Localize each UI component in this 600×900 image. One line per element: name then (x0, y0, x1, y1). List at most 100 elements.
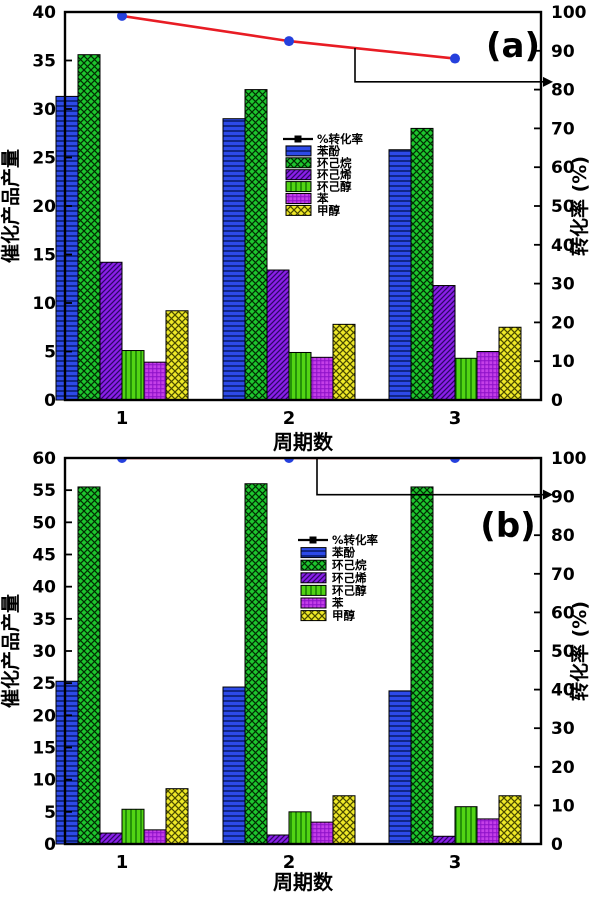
y-left-tick-label: 40 (32, 578, 56, 598)
y-left-tick-label: 20 (32, 706, 56, 726)
x-tick-label: 3 (449, 408, 462, 429)
y-right-tick-label: 20 (551, 313, 575, 333)
x-tick-label: 2 (283, 852, 296, 873)
legend-swatch-cyclohexane (300, 559, 327, 571)
legend-swatch-benzene (285, 193, 312, 204)
bar-cyclohexene-cycle1 (99, 832, 123, 845)
bar-benzene-cycle1 (143, 829, 167, 845)
y-right-tick-label: 40 (551, 236, 575, 256)
panel-label: (a) (486, 26, 540, 66)
bar-phenol-cycle3 (388, 149, 412, 401)
y-right-tick-label: 90 (551, 488, 575, 508)
y-right-axis-title: 转化率 (%) (568, 156, 591, 256)
y-right-tick-label: 100 (551, 3, 587, 23)
bar-phenol-cycle2 (222, 686, 246, 845)
legend-label-phenol: 苯酚 (316, 144, 340, 158)
x-tick-label: 1 (116, 408, 129, 429)
bar-benzene-cycle3 (476, 818, 500, 845)
bar-cyclohexene-cycle1 (99, 261, 123, 401)
legend-label-cyclohexene: 环己烯 (317, 168, 352, 182)
y-right-tick-label: 0 (551, 391, 563, 411)
y-right-tick-label: 60 (551, 158, 575, 178)
y-right-tick-label: 70 (551, 119, 575, 139)
legend-label-cyclohexanol: 环己醇 (332, 583, 367, 597)
bar-methanol-cycle1 (165, 788, 189, 845)
bar-cyclohexene-cycle3 (432, 285, 456, 401)
bar-cyclohexanol-cycle2 (288, 351, 312, 401)
y-left-tick-label: 5 (44, 803, 56, 823)
y-left-tick-label: 35 (32, 52, 56, 72)
y-left-tick-label: 25 (32, 674, 56, 694)
y-left-tick-label: 30 (32, 100, 56, 120)
bar-cyclohexanol-cycle3 (454, 806, 478, 845)
y-right-tick-label: 50 (551, 642, 575, 662)
x-tick-label: 2 (283, 408, 296, 429)
x-axis-title: 周期数 (273, 430, 334, 454)
y-right-tick-label: 50 (551, 197, 575, 217)
y-left-tick-label: 10 (32, 294, 56, 314)
y-left-tick-label: 60 (32, 449, 56, 469)
y-left-tick-label: 25 (32, 149, 56, 169)
y-left-tick-label: 35 (32, 610, 56, 630)
y-right-tick-label: 80 (551, 526, 575, 546)
conversion-line-group (117, 458, 533, 463)
y-right-tick-label: 40 (551, 681, 575, 701)
x-tick-label: 1 (116, 852, 129, 873)
y-left-tick-label: 40 (32, 3, 56, 23)
legend-label-benzene: 苯 (316, 192, 329, 206)
y-right-tick-label: 70 (551, 565, 575, 585)
y-right-tick-label: 100 (551, 449, 587, 469)
bar-phenol-cycle2 (222, 118, 246, 401)
axis-pointer-line (354, 48, 543, 83)
y-right-tick-label: 10 (551, 796, 575, 816)
bar-cyclohexanol-cycle1 (121, 808, 145, 845)
legend-label-cyclohexanol: 环己醇 (317, 180, 352, 194)
conversion-marker-cycle2 (284, 36, 294, 47)
conversion-line-group (117, 12, 460, 64)
y-left-tick-label: 15 (32, 246, 56, 266)
y-right-tick-label: 20 (551, 758, 575, 778)
legend-swatch-methanol (285, 204, 312, 216)
panel-label: (b) (480, 506, 535, 546)
bar-cyclohexane-cycle1 (77, 54, 101, 401)
y-left-tick-label: 5 (44, 343, 56, 363)
y-left-tick-label: 50 (32, 513, 56, 533)
bar-cyclohexene-cycle2 (266, 269, 290, 401)
legend-swatch-cyclohexanol (300, 584, 327, 596)
y-right-tick-label: 30 (551, 719, 575, 739)
y-left-tick-label: 45 (32, 546, 56, 566)
x-tick-label: 3 (449, 852, 462, 873)
bar-benzene-cycle2 (310, 821, 334, 845)
legend-swatch-phenol (300, 547, 327, 559)
bar-phenol-cycle1 (55, 680, 79, 845)
legend-swatch-cyclohexene (300, 572, 327, 584)
plot-area (65, 458, 541, 844)
panel-a: 0 5 10 15 20 25 30 35 40 0 10 20 30 40 50 60 70 80 90 100 1 2… (0, 3, 591, 454)
bar-cyclohexanol-cycle2 (288, 811, 312, 845)
bar-cyclohexane-cycle1 (77, 486, 101, 845)
panel-b: 0 5 10 15 20 25 30 35 40 45 50 55 60 0 10 20 30 40 50 60 70 8… (0, 449, 591, 894)
bar-cyclohexane-cycle2 (244, 483, 268, 845)
y-left-axis-title: 催化产品产量 (0, 149, 22, 263)
bar-cyclohexane-cycle3 (410, 127, 434, 401)
y-right-tick-label: 10 (551, 352, 575, 372)
bar-methanol-cycle3 (498, 326, 522, 401)
axis-pointer-arrowhead (543, 76, 553, 87)
conversion-marker-cycle1 (117, 458, 127, 463)
bar-cyclohexanol-cycle1 (121, 350, 145, 401)
y-right-tick-label: 90 (551, 42, 575, 62)
legend-swatch-benzene (300, 597, 327, 609)
y-left-axis-title: 催化产品产量 (0, 594, 22, 708)
bar-phenol-cycle1 (55, 95, 79, 401)
bar-methanol-cycle3 (498, 795, 522, 845)
legend-label-cyclohexane: 环己烷 (317, 156, 352, 170)
axis-pointer-line (316, 458, 543, 496)
legend-label-cyclohexene: 环己烯 (332, 571, 367, 585)
y-right-tick-label: 60 (551, 603, 575, 623)
bar-methanol-cycle2 (332, 323, 356, 401)
bar-benzene-cycle2 (310, 356, 334, 401)
y-left-tick-label: 55 (32, 481, 56, 501)
